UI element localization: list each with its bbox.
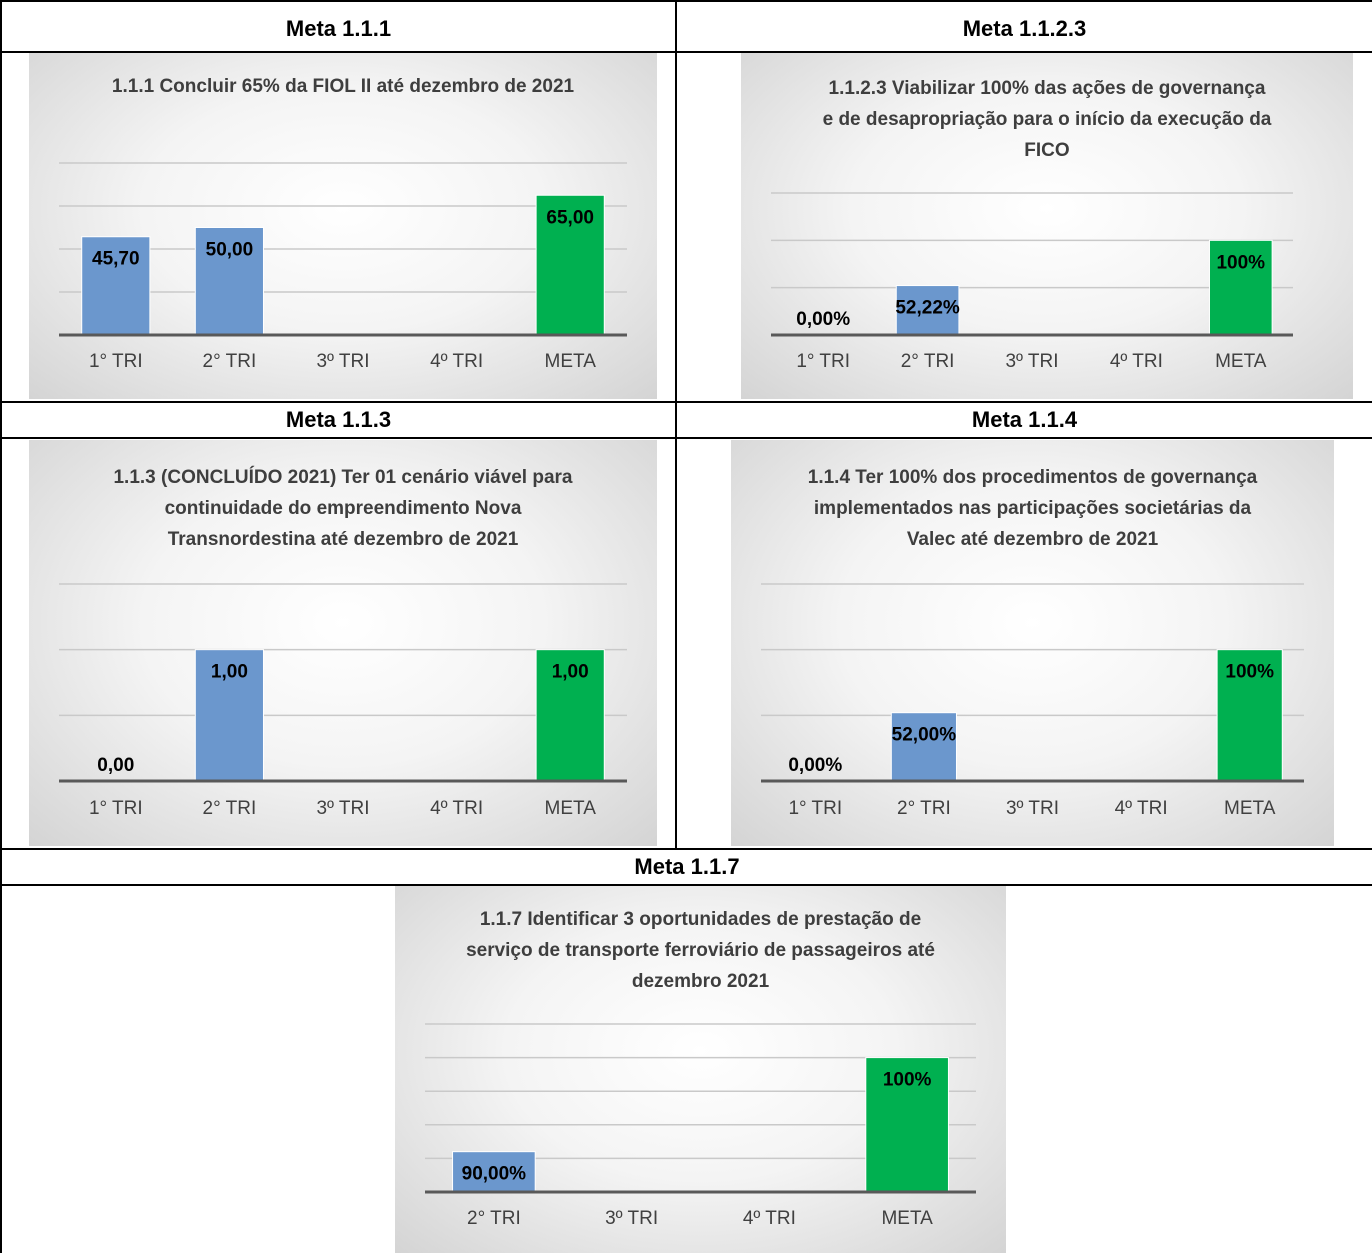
category-label: 2° TRI: [203, 351, 257, 372]
data-label: 0,00%: [788, 755, 842, 776]
category-label: 3º TRI: [605, 1208, 658, 1229]
table-border-row1: [0, 51, 1372, 53]
category-label: 1° TRI: [89, 798, 143, 819]
bar-1-tri: [81, 236, 151, 336]
category-label: META: [1224, 798, 1276, 819]
chart-title: 1.1.2.3 Viabilizar 100% das ações de gov…: [822, 78, 1272, 161]
data-label: 52,22%: [895, 298, 960, 319]
category-label: META: [1215, 351, 1267, 372]
data-label: 52,00%: [892, 725, 957, 746]
table-border-row5: [0, 884, 1372, 886]
category-label: 4º TRI: [1110, 351, 1163, 372]
category-label: 4º TRI: [430, 798, 483, 819]
header-meta-1-1-7: Meta 1.1.7: [634, 854, 740, 879]
chart-title: 1.1.3 (CONCLUÍDO 2021) Ter 01 cenário vi…: [113, 467, 573, 550]
table-border-row4: [0, 848, 1372, 850]
chart-1-1-7: 1.1.7 Identificar 3 oportunidades de pre…: [395, 886, 1006, 1253]
category-label: 1° TRI: [796, 351, 850, 372]
chart-plot: 0,00% 52,00% 100% 1° TRI 2° TRI 3º TRI 4º TRI M…: [761, 583, 1304, 819]
data-label: 90,00%: [462, 1164, 527, 1185]
table-border-left: [0, 0, 2, 1253]
data-label: 100%: [883, 1070, 932, 1091]
category-label: 2° TRI: [897, 798, 951, 819]
category-label: META: [545, 351, 597, 372]
chart-1-1-4: 1.1.4 Ter 100% dos procedimentos de gove…: [731, 440, 1334, 846]
bar-2-tri: [194, 227, 264, 336]
category-label: 1° TRI: [788, 798, 842, 819]
category-label: 3º TRI: [316, 351, 369, 372]
bar-2-tri: [194, 649, 264, 782]
chart-plot: 45,70 50,00 65,00 1° TRI 2° TRI 3º TRI 4º TRI M…: [59, 162, 627, 372]
header-meta-1-1-4: Meta 1.1.4: [971, 407, 1078, 432]
category-label: META: [881, 1208, 933, 1229]
data-label: 45,70: [92, 249, 140, 270]
data-label: 0,00: [97, 755, 134, 776]
data-label: 100%: [1216, 252, 1265, 273]
header-meta-1-1-1: Meta 1.1.1: [285, 16, 392, 41]
category-label: 2° TRI: [901, 351, 955, 372]
data-label: 1,00: [211, 662, 248, 683]
chart-plot: 0,00% 52,22% 100% 1° TRI 2° TRI 3º TRI 4º TRI M…: [771, 192, 1293, 372]
category-label: 3º TRI: [1006, 798, 1059, 819]
bar-meta: [1216, 649, 1283, 782]
bar-2-tri: [890, 712, 957, 782]
chart-plot: 90,00% 100% 2° TRI 3º TRI 4º TRI META: [425, 1023, 976, 1229]
header-meta-1-1-2-3: Meta 1.1.2.3: [962, 16, 1087, 41]
bar-meta: [535, 194, 605, 336]
category-label: 3º TRI: [316, 798, 369, 819]
chart-title: 1.1.7 Identificar 3 oportunidades de pre…: [466, 909, 935, 992]
data-label: 65,00: [546, 207, 594, 228]
category-label: 1° TRI: [89, 351, 143, 372]
data-label: 1,00: [552, 662, 589, 683]
chart-title: 1.1.4 Ter 100% dos procedimentos de gove…: [807, 467, 1258, 550]
table-border-row3: [0, 437, 1372, 439]
data-label: 0,00%: [796, 309, 850, 330]
chart-title: 1.1.1 Concluir 65% da FIOL II até dezemb…: [111, 76, 575, 97]
category-label: 2° TRI: [467, 1208, 521, 1229]
chart-1-1-1: 1.1.1 Concluir 65% da FIOL II até dezemb…: [29, 53, 657, 399]
table-border-middle: [675, 0, 677, 849]
chart-plot: 0,00 1,00 1,00 1° TRI 2° TRI 3º TRI 4º TRI META: [59, 583, 627, 819]
bar-meta: [535, 649, 605, 782]
chart-1-1-3: 1.1.3 (CONCLUÍDO 2021) Ter 01 cenário vi…: [29, 440, 657, 846]
category-label: META: [545, 798, 597, 819]
category-label: 4º TRI: [430, 351, 483, 372]
bar-meta: [865, 1057, 949, 1193]
table-border-row2: [0, 401, 1372, 403]
chart-1-1-2-3: 1.1.2.3 Viabilizar 100% das ações de gov…: [741, 53, 1353, 399]
category-label: 4º TRI: [743, 1208, 796, 1229]
data-label: 50,00: [206, 240, 254, 261]
category-label: 2° TRI: [203, 798, 257, 819]
header-meta-1-1-3: Meta 1.1.3: [285, 407, 392, 432]
category-label: 4º TRI: [1115, 798, 1168, 819]
category-label: 3º TRI: [1005, 351, 1058, 372]
table-border-top: [0, 0, 1372, 2]
data-label: 100%: [1225, 662, 1274, 683]
